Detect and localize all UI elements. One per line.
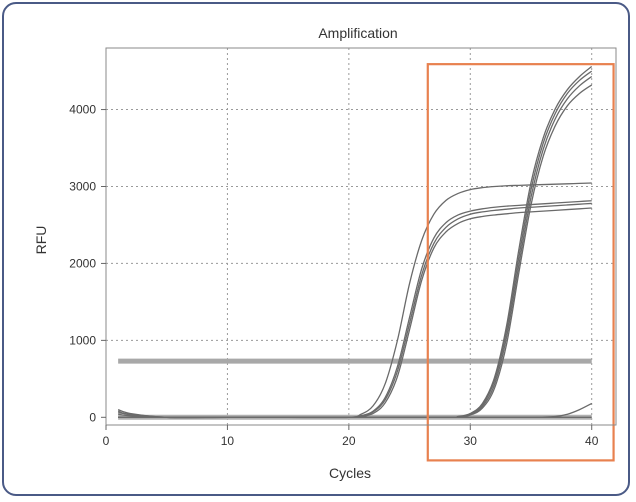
amplification-curve-5	[118, 65, 593, 419]
highlight-layer	[426, 63, 615, 462]
series-layer	[117, 65, 593, 419]
y-tick-label: 3000	[69, 179, 96, 193]
x-tick-label: 30	[464, 434, 478, 448]
grid	[106, 48, 616, 425]
axes: 0 10 20 30 40 0 1000 2000 3000 4000	[69, 47, 617, 448]
x-tick-label: 20	[342, 434, 356, 448]
amplification-curve-2	[117, 200, 592, 419]
y-tick-label: 2000	[69, 256, 96, 270]
x-tick-label: 0	[103, 434, 110, 448]
y-tick-label: 1000	[69, 333, 96, 347]
x-tick-label: 40	[585, 434, 599, 448]
x-axis-label: Cycles	[329, 465, 371, 481]
chart-title: Amplification	[318, 25, 397, 41]
plot-border	[105, 47, 617, 426]
y-axis-label: RFU	[33, 226, 49, 255]
amplification-curve-6	[118, 70, 593, 419]
threshold-layer	[118, 358, 592, 420]
x-tick-label: 10	[221, 434, 235, 448]
chart-panel	[2, 2, 630, 496]
y-tick-label: 4000	[69, 103, 96, 117]
amplification-curve-1	[118, 182, 592, 419]
y-tick-label: 0	[89, 410, 96, 424]
highlight-box	[426, 63, 615, 462]
